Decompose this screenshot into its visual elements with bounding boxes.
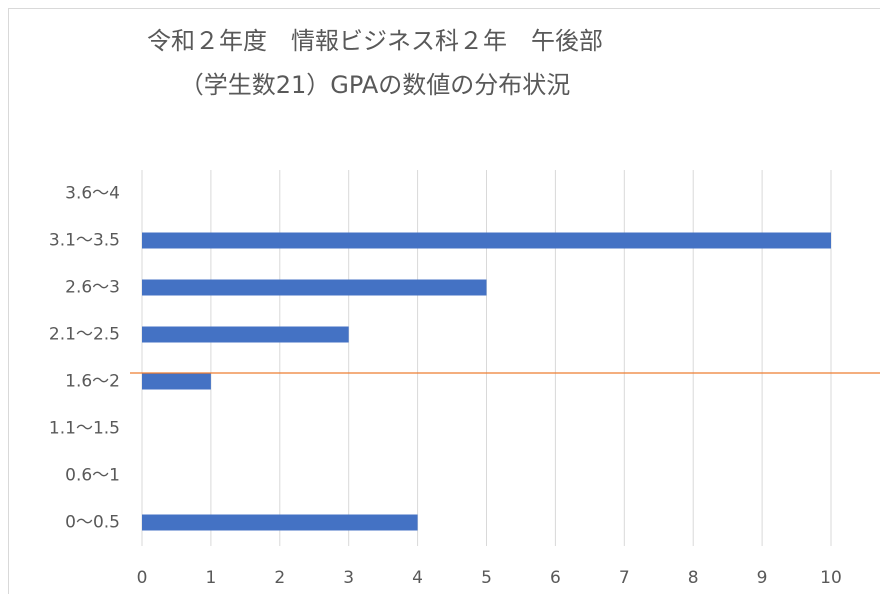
bar (142, 279, 487, 296)
y-tick-label: 3.1～3.5 (49, 231, 120, 251)
bar (142, 373, 211, 390)
y-tick-label: 0.6～1 (65, 466, 120, 486)
y-tick-label: 3.6～4 (65, 184, 120, 204)
bar (142, 514, 418, 531)
bar (142, 326, 349, 343)
x-tick-label: 1 (205, 568, 216, 588)
y-tick-label: 2.6～3 (65, 278, 120, 298)
y-tick-label: 2.1～2.5 (49, 325, 120, 345)
chart-subtitle: （学生数21）GPAの数値の分布状況 (180, 71, 571, 99)
x-tick-label: 3 (343, 568, 354, 588)
chart-border (8, 8, 880, 594)
x-tick-label: 9 (757, 568, 768, 588)
y-tick-label: 1.1～1.5 (49, 419, 120, 439)
x-tick-label: 2 (274, 568, 285, 588)
x-tick-label: 5 (481, 568, 492, 588)
x-tick-label: 8 (688, 568, 699, 588)
x-tick-label: 0 (137, 568, 148, 588)
y-tick-label: 1.6～2 (65, 372, 120, 392)
x-tick-label: 4 (412, 568, 423, 588)
bar (142, 232, 831, 249)
x-tick-label: 10 (820, 568, 842, 588)
x-tick-label: 6 (550, 568, 561, 588)
chart-title: 令和２年度 情報ビジネス科２年 午後部 (147, 27, 603, 55)
x-tick-label: 7 (619, 568, 630, 588)
y-tick-label: 0～0.5 (65, 513, 120, 533)
